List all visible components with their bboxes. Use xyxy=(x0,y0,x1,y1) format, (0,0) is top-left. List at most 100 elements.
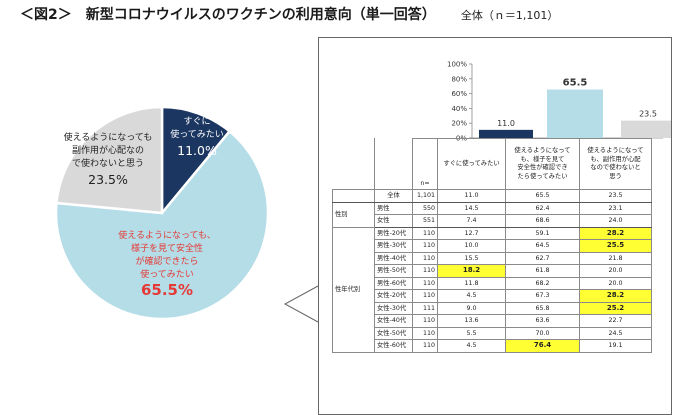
pie-label-line: が確認できたら xyxy=(135,255,198,267)
row-label: 女性-30代 xyxy=(374,301,413,315)
pie-label-line: すぐに xyxy=(183,116,210,127)
table-cell: 11.0 xyxy=(437,189,506,203)
row-label: 男性-30代 xyxy=(374,239,413,253)
table-cell: 7.4 xyxy=(437,214,506,228)
y-tick-label: 60% xyxy=(451,90,467,98)
row-n: 110 xyxy=(412,239,438,253)
column-header-line: 安全性が確認でき xyxy=(517,164,568,171)
column-header: すぐに使ってみたい xyxy=(437,138,506,190)
group-label xyxy=(332,189,375,203)
table-cell: 23.5 xyxy=(579,189,652,203)
base-note: 全体（ｎ＝1,101） xyxy=(460,9,559,22)
table-cell: 20.0 xyxy=(579,264,652,278)
row-n: 1,101 xyxy=(412,189,438,203)
row-label: 男性-20代 xyxy=(374,226,413,240)
table-cell: 59.1 xyxy=(505,226,580,240)
row-n: 110 xyxy=(412,251,438,265)
table-cell: 13.6 xyxy=(437,314,506,328)
bar-value-label: 23.5 xyxy=(639,110,657,119)
bar-value-label: 65.5 xyxy=(563,78,588,89)
table-row: 女性-50代 110 5.5 70.0 24.5 xyxy=(333,326,652,340)
chart-title: ＜図2＞ 新型コロナウイルスのワクチンの利用意向（単一回答） xyxy=(20,7,436,23)
row-label: 男性-40代 xyxy=(374,251,413,265)
row-label: 女性 xyxy=(374,214,413,228)
table-cell: 10.0 xyxy=(437,239,506,253)
table-cell: 25.2 xyxy=(579,301,652,315)
table-cell: 28.2 xyxy=(579,226,652,240)
y-tick-label: 20% xyxy=(451,120,467,128)
group-label: 性別 xyxy=(332,201,375,228)
table-row: 全体 1,101 11.0 65.5 23.5 xyxy=(332,189,652,203)
table-corner xyxy=(332,138,375,190)
detail-panel: 0% 20% 40% 60% 80% 100% 11.0 65.5 23.5 n= すぐに使って… xyxy=(318,37,672,415)
table-cell: 76.4 xyxy=(505,339,580,353)
pie-value-label: 11.0% xyxy=(177,143,217,158)
column-header-line: 使えるようになって xyxy=(514,147,571,154)
table-row: 女性-30代 111 9.0 65.8 25.2 xyxy=(333,301,652,315)
pie-value-label: 23.5% xyxy=(88,172,128,187)
row-n: 110 xyxy=(412,289,438,303)
row-label: 男性 xyxy=(374,201,413,215)
column-header: 使えるようになって も、様子を見て 安全性が確認でき たら使ってみたい xyxy=(505,138,580,190)
table-cell: 12.7 xyxy=(437,226,506,240)
column-header: 使えるようになって も、副作用が心配 なので使わないと 思う xyxy=(579,138,652,190)
table-row: 女性-40代 110 13.6 63.6 22.7 xyxy=(333,314,652,328)
column-header-line: も、副作用が心配 xyxy=(590,155,641,163)
table-cell: 22.7 xyxy=(579,314,652,328)
table-cell: 24.5 xyxy=(579,326,652,340)
table-row: 男性-50代 110 18.2 61.8 20.0 xyxy=(333,264,652,278)
y-tick-label: 100% xyxy=(447,61,467,69)
table-row: 性年代別 男性-20代 110 12.7 59.1 28.2 xyxy=(332,226,652,353)
row-label: 全体 xyxy=(374,189,413,203)
table-cell: 11.8 xyxy=(437,276,506,290)
table-cell: 19.1 xyxy=(579,339,652,353)
pie-label-line: 様子を見て安全性 xyxy=(131,242,203,254)
table-cell: 5.5 xyxy=(437,326,506,340)
table-row: 男性-60代 110 11.8 68.2 20.0 xyxy=(333,276,652,290)
bar xyxy=(547,89,603,138)
table-row: 女性-60代 110 4.5 76.4 19.1 xyxy=(333,339,652,353)
table-cell: 4.5 xyxy=(437,339,506,353)
table-cell: 61.8 xyxy=(505,264,580,278)
row-n: 110 xyxy=(412,314,438,328)
pie-label-line: 副作用が心配なの xyxy=(72,144,144,156)
table-cell: 14.5 xyxy=(437,201,506,215)
table-row: 女性-20代 110 4.5 67.3 28.2 xyxy=(333,289,652,303)
row-n: 550 xyxy=(412,201,438,215)
row-label: 女性-20代 xyxy=(374,289,413,303)
row-label: 女性-40代 xyxy=(374,314,413,328)
table-cell: 62.7 xyxy=(505,251,580,265)
title-row: ＜図2＞ 新型コロナウイルスのワクチンの利用意向（単一回答） 全体（ｎ＝1,10… xyxy=(20,4,558,28)
bar xyxy=(479,129,533,138)
table-row: 性別 男性 550 14.5 62.4 23.1 xyxy=(332,201,652,228)
row-n: 110 xyxy=(412,276,438,290)
pie-label-line: 使えるようになっても、 xyxy=(118,229,216,241)
table-cell: 68.6 xyxy=(505,214,580,228)
pie-slice xyxy=(160,105,232,217)
pie-value-label: 65.5% xyxy=(141,281,193,299)
column-header-line: すぐに使ってみたい xyxy=(443,159,500,167)
row-label: 女性-60代 xyxy=(374,339,413,353)
column-header-line: なので使わないと xyxy=(590,164,641,171)
n-header: n= xyxy=(412,138,438,190)
table-cell: 65.5 xyxy=(505,189,580,203)
bar-value-label: 11.0 xyxy=(497,119,515,128)
table-cell: 63.6 xyxy=(505,314,580,328)
table-cell: 62.4 xyxy=(505,201,580,215)
table-cell: 28.2 xyxy=(579,289,652,303)
table-cell: 23.1 xyxy=(579,201,652,215)
table-cell: 25.5 xyxy=(579,239,652,253)
table-corner xyxy=(374,138,413,190)
y-tick-label: 80% xyxy=(451,75,467,83)
column-header-line: も、様子を見て xyxy=(520,155,565,163)
pie-label-line: 使えるようになっても xyxy=(64,131,153,143)
table-cell: 15.5 xyxy=(437,251,506,265)
table-cell: 24.0 xyxy=(579,214,652,228)
column-header-line: たら使ってみたい xyxy=(517,172,568,180)
table-cell: 4.5 xyxy=(437,289,506,303)
column-header-line: 使えるようになって xyxy=(587,147,644,154)
table-row: 女性 551 7.4 68.6 24.0 xyxy=(333,214,652,228)
breakdown-table: n= すぐに使ってみたい 使えるようになって も、様子を見て 安全性が確認でき たら使… xyxy=(332,138,652,353)
